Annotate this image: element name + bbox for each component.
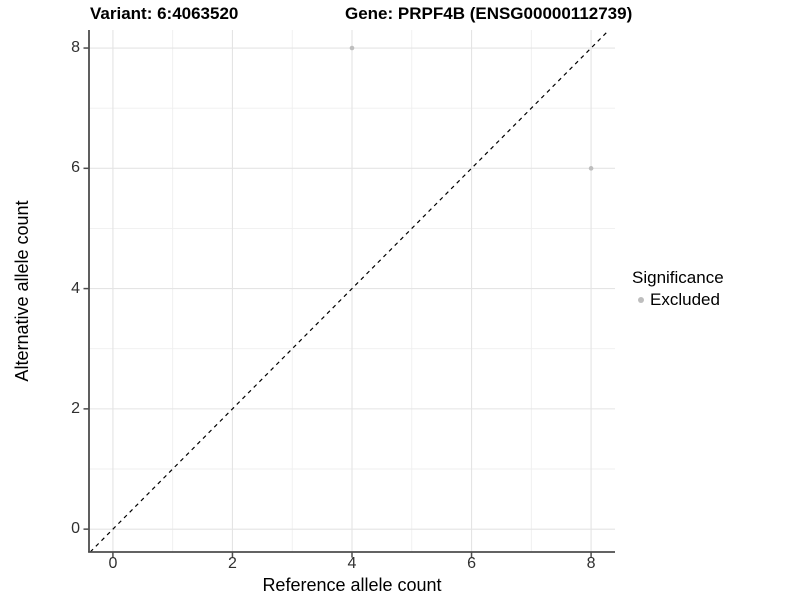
x-axis-title: Reference allele count xyxy=(262,575,442,595)
x-tick-label: 6 xyxy=(467,555,476,572)
plot-title-variant: Variant: 6:4063520 xyxy=(90,4,239,23)
x-tick-label: 8 xyxy=(586,555,596,572)
x-tick-label: 4 xyxy=(347,555,357,572)
identity-reference-line xyxy=(89,29,610,553)
x-tick-label: 2 xyxy=(228,555,237,572)
data-point xyxy=(588,166,594,171)
y-tick-label: 2 xyxy=(71,399,80,417)
legend: Significance Excluded xyxy=(632,268,724,310)
y-tick-label: 4 xyxy=(71,279,80,297)
plot-title-gene: Gene: PRPF4B (ENSG00000112739) xyxy=(345,4,633,23)
legend-title: Significance xyxy=(632,268,724,287)
excluded-point-swatch xyxy=(638,297,644,303)
legend-item-label: Excluded xyxy=(650,290,720,309)
data-point xyxy=(349,45,355,51)
y-axis-title: Alternative allele count xyxy=(12,200,32,382)
x-tick-label: 0 xyxy=(108,555,118,572)
legend-item-excluded: Excluded xyxy=(632,290,724,310)
y-tick-label: 8 xyxy=(71,39,80,57)
y-tick-label: 6 xyxy=(71,159,80,177)
y-tick-label: 0 xyxy=(71,520,80,538)
